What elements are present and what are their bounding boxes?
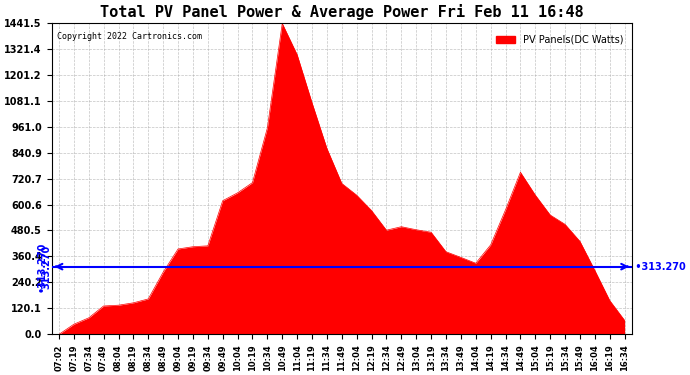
Title: Total PV Panel Power & Average Power Fri Feb 11 16:48: Total PV Panel Power & Average Power Fri… [100,4,584,20]
Text: •313.270: •313.270 [37,242,47,292]
Text: 313.270: 313.270 [41,244,52,289]
Legend: PV Panels(DC Watts): PV Panels(DC Watts) [492,31,627,48]
Text: •313.270: •313.270 [632,262,686,272]
Text: Copyright 2022 Cartronics.com: Copyright 2022 Cartronics.com [57,32,202,41]
